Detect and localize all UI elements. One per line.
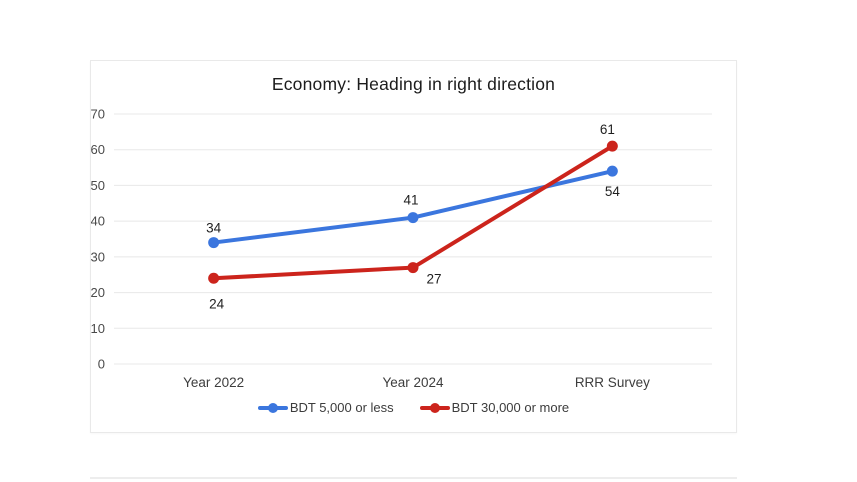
svg-text:Year 2022: Year 2022 — [183, 375, 244, 390]
svg-text:Year 2024: Year 2024 — [382, 375, 444, 390]
svg-text:27: 27 — [426, 272, 441, 287]
svg-text:34: 34 — [206, 221, 222, 236]
svg-text:20: 20 — [91, 285, 105, 300]
svg-text:0: 0 — [98, 357, 105, 372]
chart-card: Economy: Heading in right direction 0 10 2… — [90, 60, 737, 433]
svg-text:41: 41 — [403, 193, 418, 208]
legend-label: BDT 30,000 or more — [451, 400, 570, 415]
svg-text:50: 50 — [91, 178, 105, 193]
legend-dot-icon — [267, 402, 278, 413]
chart-legend: BDT 5,000 or less BDT 30,000 or more — [91, 400, 736, 415]
legend-item-bdt-5000: BDT 5,000 or less — [257, 400, 394, 415]
chart-title: Economy: Heading in right direction — [271, 74, 556, 94]
legend-line-marker-icon — [419, 402, 450, 413]
svg-text:24: 24 — [209, 296, 225, 311]
svg-text:40: 40 — [91, 214, 105, 229]
svg-text:60: 60 — [91, 142, 105, 157]
legend-item-bdt-30000: BDT 30,000 or more — [419, 400, 570, 415]
section-divider — [90, 477, 737, 479]
svg-text:70: 70 — [91, 107, 105, 122]
svg-text:RRR Survey: RRR Survey — [575, 375, 650, 390]
legend-label: BDT 5,000 or less — [289, 400, 394, 415]
svg-text:10: 10 — [91, 321, 105, 336]
svg-text:30: 30 — [91, 249, 105, 264]
line-chart-plot-area: 0 10 20 30 40 50 60 70 Year 2022 Year 2024 RRR Sur… — [91, 107, 712, 390]
svg-text:54: 54 — [605, 184, 621, 199]
legend-dot-icon — [429, 402, 440, 413]
svg-text:61: 61 — [600, 122, 615, 137]
legend-line-marker-icon — [257, 402, 288, 413]
